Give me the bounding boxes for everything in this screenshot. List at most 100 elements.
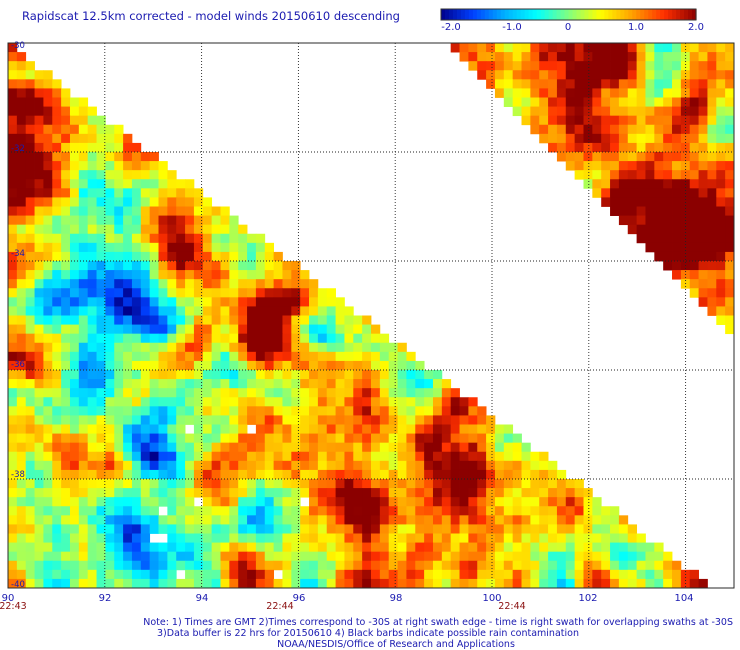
heatmap-cell: [202, 297, 213, 307]
heatmap-cell: [158, 460, 168, 471]
heatmap-cell: [610, 206, 620, 216]
heatmap-cell: [353, 488, 363, 498]
heatmap-cell: [96, 488, 106, 498]
heatmap-cell: [406, 515, 416, 525]
heatmap-cell: [574, 533, 584, 543]
heatmap-cell: [16, 188, 27, 198]
heatmap-cell: [371, 333, 381, 344]
heatmap-cell: [52, 142, 62, 153]
heatmap-cell: [353, 406, 363, 416]
heatmap-cell: [25, 488, 35, 498]
heatmap-cell: [530, 70, 540, 80]
heatmap-cell: [548, 560, 558, 571]
heatmap-cell: [43, 424, 53, 434]
colorbar-swatch: [592, 9, 597, 20]
heatmap-cell: [176, 506, 186, 516]
heatmap-cell: [8, 115, 18, 126]
heatmap-cell: [16, 560, 27, 571]
heatmap-cell: [185, 270, 195, 280]
heatmap-cell: [689, 106, 699, 117]
heatmap-cell: [300, 488, 310, 498]
heatmap-cell: [282, 324, 292, 335]
x-tick-label: 98: [390, 593, 403, 604]
heatmap-cell: [601, 88, 611, 98]
heatmap-cell: [326, 424, 336, 434]
heatmap-cell: [238, 451, 248, 462]
heatmap-cell: [25, 233, 35, 244]
heatmap-cell: [486, 79, 496, 89]
heatmap-cell: [397, 515, 407, 525]
heatmap-cell: [583, 170, 593, 180]
heatmap-cell: [317, 333, 328, 344]
heatmap-cell: [34, 424, 44, 434]
heatmap-cell: [149, 379, 159, 389]
heatmap-cell: [114, 233, 124, 244]
heatmap-cell: [477, 43, 487, 53]
heatmap-cell: [96, 515, 106, 525]
heatmap-cell: [140, 433, 151, 444]
heatmap-cell: [565, 43, 576, 53]
heatmap-cell: [211, 424, 221, 434]
heatmap-cell: [424, 578, 434, 589]
heatmap-cell: [43, 88, 53, 98]
heatmap-cell: [627, 188, 638, 198]
heatmap-cell: [185, 333, 195, 344]
heatmap-cell: [397, 578, 407, 589]
heatmap-cell: [521, 551, 531, 562]
colorbar-swatch: [600, 9, 605, 20]
heatmap-cell: [627, 533, 638, 543]
heatmap-cell: [264, 424, 275, 434]
heatmap-cell: [25, 379, 35, 389]
heatmap-cell: [229, 315, 239, 325]
heatmap-cell: [229, 488, 239, 498]
heatmap-cell: [238, 370, 248, 380]
heatmap-cell: [158, 188, 168, 198]
heatmap-cell: [211, 370, 221, 380]
heatmap-cell: [255, 388, 266, 398]
heatmap-cell: [185, 279, 195, 289]
heatmap-cell: [25, 261, 35, 271]
heatmap-cell: [25, 451, 35, 462]
heatmap-cell: [16, 161, 27, 171]
heatmap-cell: [698, 251, 708, 262]
colorbar-swatch: [640, 9, 645, 20]
colorbar-swatch: [480, 9, 486, 20]
heatmap-cell: [317, 360, 328, 371]
heatmap-cell: [282, 551, 292, 562]
heatmap-cell: [140, 215, 151, 226]
heatmap-cell: [424, 569, 434, 580]
heatmap-cell: [220, 306, 230, 316]
heatmap-cell: [114, 351, 124, 362]
heatmap-cell: [43, 97, 53, 107]
heatmap-cell: [362, 351, 372, 362]
heatmap-cell: [167, 297, 177, 307]
heatmap-cell: [255, 333, 266, 344]
heatmap-cell: [87, 333, 97, 344]
heatmap-cell: [96, 170, 106, 180]
heatmap-cell: [34, 242, 44, 253]
heatmap-cell: [406, 560, 416, 571]
heatmap-cell: [255, 360, 266, 371]
heatmap-cell: [663, 578, 673, 589]
heatmap-cell: [114, 242, 124, 253]
heatmap-cell: [592, 542, 602, 553]
heatmap-cell: [8, 388, 18, 398]
heatmap-cell: [725, 97, 735, 107]
heatmap-cell: [202, 251, 213, 262]
heatmap-cell: [149, 170, 159, 180]
heatmap-cell: [583, 79, 593, 89]
heatmap-cell: [698, 88, 708, 98]
heatmap-cell: [255, 288, 266, 298]
heatmap-cell: [16, 578, 27, 589]
heatmap-cell: [8, 460, 18, 471]
heatmap-cell: [450, 533, 460, 543]
heatmap-cell: [326, 397, 336, 407]
heatmap-cell: [229, 233, 239, 244]
heatmap-cell: [123, 188, 133, 198]
heatmap-cell: [379, 488, 390, 498]
heatmap-cell: [282, 379, 292, 389]
heatmap-cell: [87, 152, 97, 162]
heatmap-cell: [78, 370, 89, 380]
heatmap-cell: [87, 270, 97, 280]
heatmap-cell: [397, 342, 407, 353]
